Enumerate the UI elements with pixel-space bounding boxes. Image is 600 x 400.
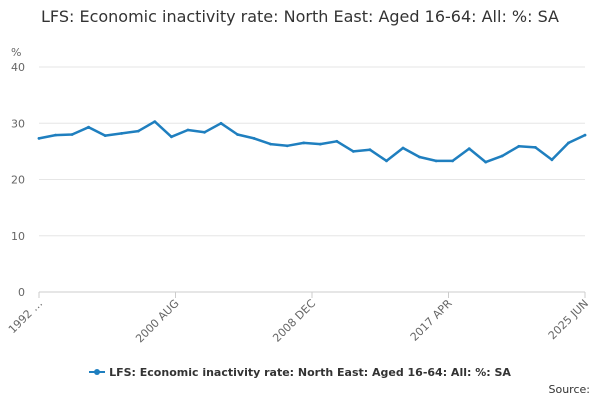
data-point xyxy=(170,135,173,139)
data-point xyxy=(103,134,107,138)
data-point xyxy=(252,137,256,140)
legend-line-icon xyxy=(89,369,106,375)
label-layer: 0 10 20 30 40% 1992 … 2000 AUG 2008 DEC 2017 APR… xyxy=(6,46,591,345)
series-layer xyxy=(37,120,587,164)
data-point xyxy=(136,129,140,133)
data-point xyxy=(219,121,223,125)
data-point xyxy=(418,155,421,159)
source-label: Source: xyxy=(548,383,591,396)
data-point xyxy=(401,146,405,150)
data-point xyxy=(186,128,190,132)
legend[interactable]: LFS: Economic inactivity rate: North Eas… xyxy=(0,366,600,380)
x-tick-label: 2017 APR xyxy=(408,297,455,344)
data-point xyxy=(467,147,471,151)
y-tick-label: 20 xyxy=(11,174,25,187)
data-point xyxy=(302,141,306,145)
data-point xyxy=(385,159,388,163)
data-point xyxy=(451,159,454,163)
data-point xyxy=(54,133,57,137)
x-tick-label: 2008 DEC xyxy=(270,297,318,345)
data-point xyxy=(352,150,355,153)
y-axis-unit-label: % xyxy=(11,46,21,59)
data-point xyxy=(120,132,124,135)
data-point xyxy=(37,137,41,140)
data-point xyxy=(434,159,438,163)
y-tick-label: 0 xyxy=(18,286,25,299)
x-tick-label: 2025 JUN xyxy=(546,297,591,342)
data-point xyxy=(153,120,157,123)
data-point xyxy=(285,144,289,148)
data-point xyxy=(87,125,90,129)
y-tick-label: 30 xyxy=(11,117,25,130)
data-point xyxy=(269,142,272,146)
y-tick-label: 10 xyxy=(11,230,25,243)
x-tick-label: 1992 … xyxy=(6,297,45,336)
data-point xyxy=(236,133,239,136)
data-point xyxy=(203,130,206,134)
data-point xyxy=(484,160,488,164)
series-line xyxy=(37,120,587,164)
data-point xyxy=(550,158,554,162)
data-point xyxy=(368,148,372,152)
data-point xyxy=(567,141,570,145)
data-point xyxy=(517,144,521,148)
chart-title: LFS: Economic inactivity rate: North Eas… xyxy=(40,7,559,26)
data-point xyxy=(500,154,504,158)
legend-label: LFS: Economic inactivity rate: North Eas… xyxy=(109,366,511,379)
y-tick-label: 40 xyxy=(11,61,25,74)
x-tick-label: 2000 AUG xyxy=(133,297,182,346)
data-point xyxy=(318,142,322,146)
data-point xyxy=(534,146,537,149)
data-point xyxy=(70,133,74,136)
data-point xyxy=(335,139,339,143)
grid-layer xyxy=(39,66,585,237)
data-point xyxy=(583,133,587,137)
axis-layer xyxy=(38,291,586,298)
